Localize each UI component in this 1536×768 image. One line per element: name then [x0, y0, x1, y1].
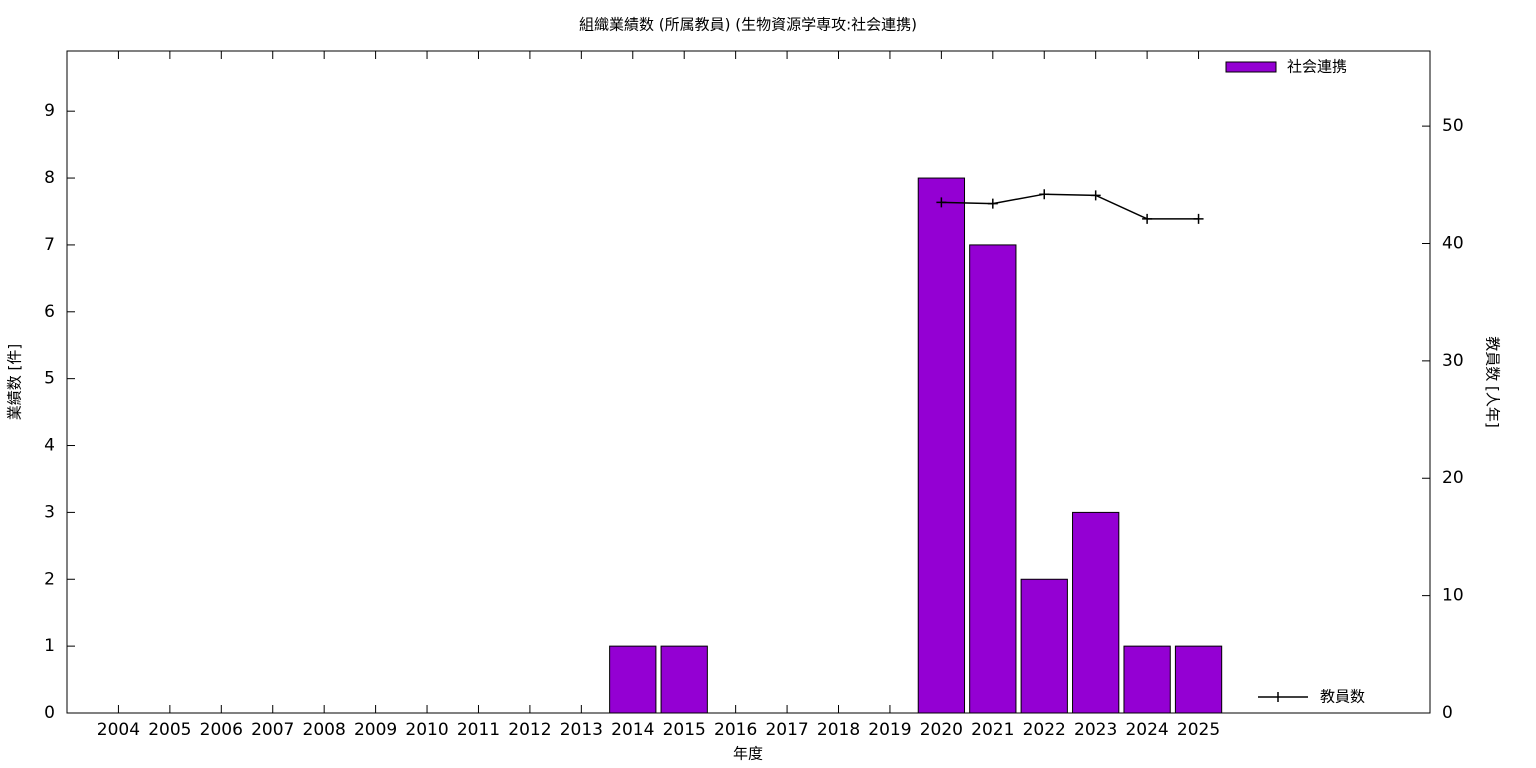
x-tick-label: 2005 — [148, 720, 191, 740]
point — [1193, 213, 1204, 224]
bar — [660, 645, 708, 714]
bar — [1020, 578, 1068, 714]
y-tick-label: 9 — [44, 101, 55, 121]
x-tick-label: 2010 — [405, 720, 448, 740]
legend-label: 教員数 — [1320, 688, 1365, 706]
y2-tick-label: 0 — [1442, 703, 1453, 723]
x-tick-label: 2006 — [200, 720, 243, 740]
legend-label: 社会連携 — [1287, 58, 1347, 76]
x-tick-label: 2008 — [303, 720, 346, 740]
plot-frame — [66, 50, 1431, 714]
x-tick-label: 2013 — [560, 720, 603, 740]
y2-axis-label: 教員数 [人年] — [1484, 336, 1502, 427]
y2-tick-label: 40 — [1442, 233, 1464, 253]
x-tick-label: 2018 — [817, 720, 860, 740]
y-tick-label: 1 — [44, 636, 55, 656]
chart-title: 組織業績数 (所属教員) (生物資源学専攻:社会連携) — [579, 16, 917, 34]
x-tick-label: 2023 — [1074, 720, 1117, 740]
point — [1090, 190, 1101, 201]
x-tick-label: 2014 — [611, 720, 654, 740]
x-tick-label: 2024 — [1125, 720, 1168, 740]
y-tick-label: 5 — [44, 369, 55, 389]
point — [936, 197, 947, 208]
x-tick-label: 2022 — [1023, 720, 1066, 740]
x-tick-label: 2007 — [251, 720, 294, 740]
y-tick-label: 7 — [44, 235, 55, 255]
bar — [1174, 645, 1223, 714]
x-tick-label: 2009 — [354, 720, 397, 740]
bar — [969, 244, 1017, 714]
bar — [1123, 645, 1171, 714]
x-tick-label: 2015 — [663, 720, 706, 740]
x-tick-label: 2025 — [1177, 720, 1220, 740]
y2-tick-label: 20 — [1442, 468, 1464, 488]
x-tick-label: 2004 — [97, 720, 140, 740]
legend-swatch — [1225, 61, 1277, 73]
bar — [1072, 511, 1120, 714]
bar — [917, 177, 966, 714]
bar — [609, 645, 657, 714]
y-tick-label: 3 — [44, 502, 55, 522]
x-tick-label: 2020 — [920, 720, 963, 740]
y-tick-label: 6 — [44, 302, 55, 322]
y-tick-label: 2 — [44, 569, 55, 589]
x-tick-label: 2017 — [765, 720, 808, 740]
point — [1142, 213, 1153, 224]
x-tick-label: 2011 — [457, 720, 500, 740]
point — [1039, 189, 1050, 200]
line — [941, 193, 1199, 220]
x-tick-label: 2016 — [714, 720, 757, 740]
x-tick-label: 2012 — [508, 720, 551, 740]
point — [987, 198, 998, 209]
y-tick-label: 8 — [44, 168, 55, 188]
y-tick-label: 4 — [44, 436, 55, 456]
x-tick-label: 2019 — [868, 720, 911, 740]
y-tick-label: 0 — [44, 703, 55, 723]
x-axis-label: 年度 — [733, 745, 763, 763]
x-tick-label: 2021 — [971, 720, 1014, 740]
y2-tick-label: 50 — [1442, 116, 1464, 136]
y2-tick-label: 30 — [1442, 351, 1464, 371]
y-axis-label: 業績数 [件] — [6, 344, 24, 420]
y2-tick-label: 10 — [1442, 586, 1464, 606]
